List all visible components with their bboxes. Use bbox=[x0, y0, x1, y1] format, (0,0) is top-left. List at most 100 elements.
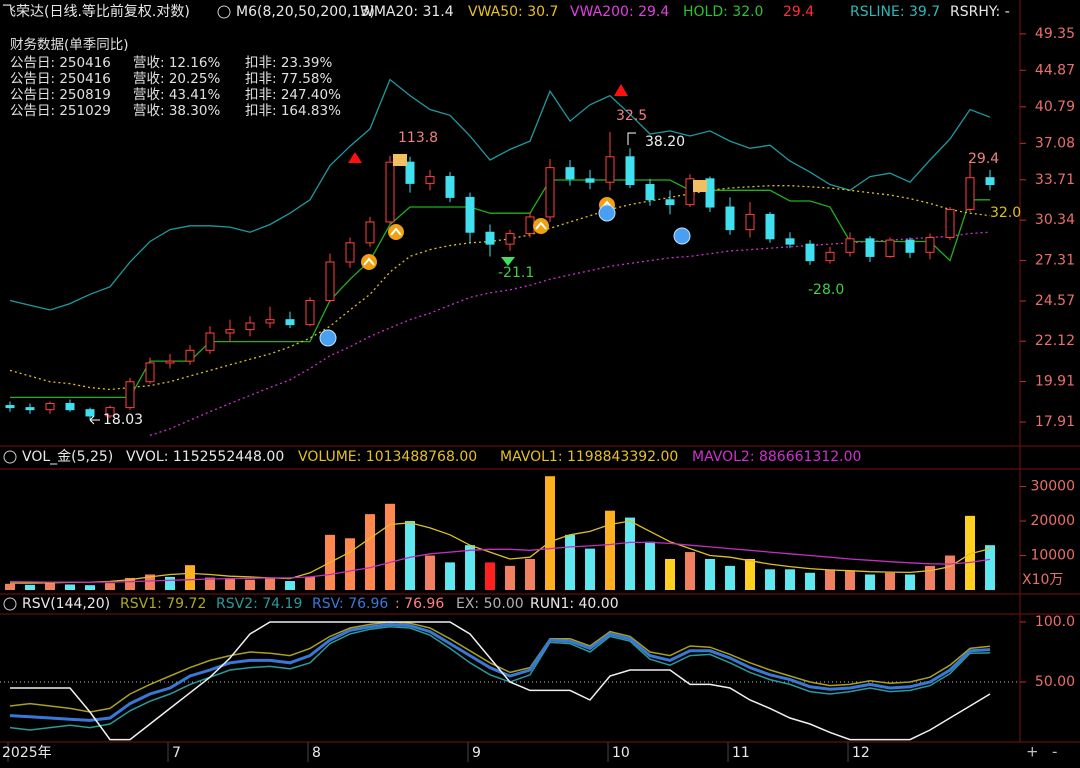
annotation-arrow bbox=[627, 132, 636, 145]
candle-body bbox=[885, 239, 895, 257]
candle-body bbox=[265, 319, 275, 324]
annotation-arrow bbox=[89, 415, 100, 425]
candle-body bbox=[465, 196, 475, 233]
zoom-out[interactable]: - bbox=[1052, 743, 1057, 761]
table-cell: 营收: 20.25% bbox=[133, 71, 220, 87]
table-cell: 公告日: 250416 bbox=[10, 71, 111, 87]
volume-bar bbox=[85, 585, 95, 590]
indicator-label: RSV1: 79.72 bbox=[120, 596, 206, 612]
indicator-label: M6(8,20,50,200,13) bbox=[236, 4, 375, 20]
y-tick-label: 20000 bbox=[1030, 513, 1075, 529]
y-tick-label: 100.0 bbox=[1035, 614, 1075, 630]
table-cell: 扣非: 247.40% bbox=[245, 87, 341, 103]
table-cell: 公告日: 250819 bbox=[10, 87, 111, 103]
volume-bar bbox=[165, 576, 175, 590]
candle-body bbox=[205, 332, 215, 351]
candle-body bbox=[325, 261, 335, 302]
sell-triangle bbox=[614, 84, 628, 96]
volume-bar bbox=[705, 558, 715, 590]
candle-body bbox=[725, 206, 735, 231]
indicator-label: WMA20: 31.4 bbox=[360, 4, 454, 20]
volume-bar bbox=[605, 510, 615, 590]
candle-body bbox=[345, 242, 355, 263]
volume-bar bbox=[885, 572, 895, 590]
volume-bar bbox=[845, 571, 855, 590]
series-line bbox=[149, 231, 991, 437]
candle-body bbox=[505, 233, 515, 245]
settings-icon[interactable] bbox=[3, 597, 17, 611]
candle-body bbox=[945, 208, 955, 238]
candle-body bbox=[125, 381, 135, 409]
candle-body bbox=[5, 405, 15, 409]
candle-body bbox=[485, 231, 495, 245]
x-tick-label: 8 bbox=[312, 745, 321, 761]
candle-body bbox=[65, 403, 75, 411]
volume-bar bbox=[365, 514, 375, 590]
candle-body bbox=[185, 349, 195, 362]
y-tick-label: 30000 bbox=[1030, 479, 1075, 495]
candle-body bbox=[825, 251, 835, 262]
candle-body bbox=[165, 360, 175, 364]
annotation: 38.20 bbox=[645, 134, 685, 150]
settings-icon[interactable] bbox=[3, 450, 17, 464]
indicator-label: RUN1: 40.00 bbox=[530, 596, 619, 612]
series-line bbox=[9, 621, 991, 713]
x-tick-label: 2025年 bbox=[2, 745, 52, 761]
y-tick-label: 50.00 bbox=[1035, 674, 1075, 690]
volume-bar bbox=[45, 582, 55, 590]
series-line bbox=[9, 185, 991, 391]
volume-bar bbox=[385, 503, 395, 590]
unit-box bbox=[1021, 570, 1073, 590]
buy-badge bbox=[361, 254, 377, 270]
candle-body bbox=[525, 216, 535, 235]
volume-bar bbox=[285, 581, 295, 590]
settings-icon[interactable] bbox=[217, 5, 231, 19]
volume-bar bbox=[225, 578, 235, 590]
candle-body bbox=[705, 178, 715, 208]
candle-body bbox=[645, 184, 655, 201]
sell-triangle bbox=[348, 152, 362, 163]
volume-bar bbox=[645, 541, 655, 590]
buy-badge bbox=[388, 224, 404, 240]
indicator-label: RSV: 76.96 bbox=[312, 596, 388, 612]
candle-body bbox=[785, 238, 795, 245]
candle-body bbox=[925, 236, 935, 253]
indicator-label: RSV2: 74.19 bbox=[216, 596, 302, 612]
volume-bar bbox=[625, 517, 635, 590]
x-tick-label: 10 bbox=[612, 745, 630, 761]
candle-body bbox=[85, 409, 95, 417]
volume-bar bbox=[145, 574, 155, 590]
note-icon bbox=[693, 180, 707, 192]
series-line bbox=[9, 626, 991, 731]
x-tick-label: 7 bbox=[172, 745, 181, 761]
candle-body bbox=[105, 407, 115, 417]
candle-body bbox=[965, 177, 975, 210]
candle-body bbox=[665, 199, 675, 206]
volume-bar bbox=[585, 548, 595, 590]
chart-title: 飞荣达(日线.等比前复权.对数) bbox=[2, 3, 190, 20]
series-line bbox=[9, 541, 991, 583]
candle-body bbox=[305, 300, 315, 326]
blue-ball bbox=[319, 329, 337, 347]
buy-badge bbox=[533, 218, 549, 234]
y-tick-label: 40.79 bbox=[1035, 99, 1075, 115]
volume-bar bbox=[565, 534, 575, 590]
candle-body bbox=[425, 176, 435, 184]
volume-bar bbox=[185, 565, 195, 590]
candle-body bbox=[145, 362, 155, 383]
indicator-label: MAVOL2: 886661312.00 bbox=[692, 449, 861, 465]
volume-bar bbox=[305, 576, 315, 590]
zoom-in[interactable]: + bbox=[1026, 743, 1039, 761]
signal-icons bbox=[89, 84, 707, 425]
x-tick-label: 12 bbox=[852, 745, 870, 761]
indicator-label: RSLINE: 39.7 bbox=[850, 4, 940, 20]
series-line bbox=[10, 520, 991, 584]
volume-bar bbox=[865, 574, 875, 590]
annotation: 32.5 bbox=[616, 108, 647, 124]
indicator-label: : 76.96 bbox=[395, 596, 444, 612]
candle-body bbox=[625, 156, 635, 186]
x-tick-label: 11 bbox=[732, 745, 750, 761]
annotation: 18.03 bbox=[103, 412, 143, 428]
